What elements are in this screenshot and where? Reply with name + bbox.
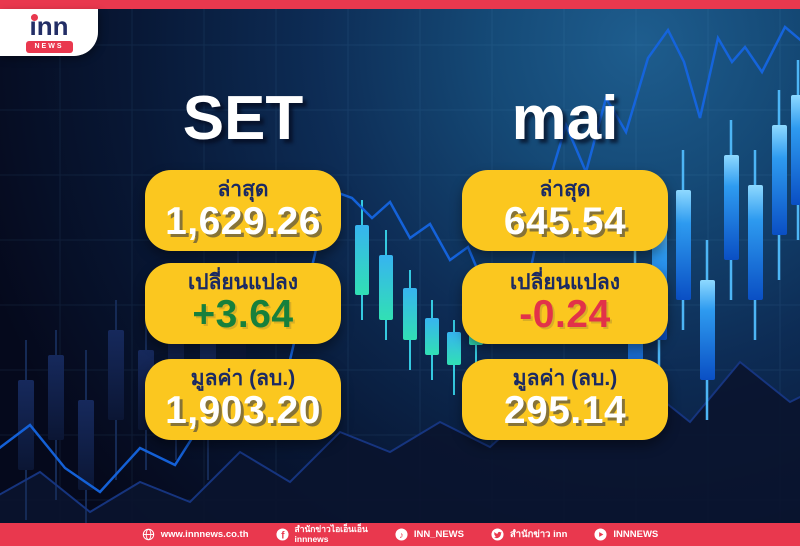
set-latest-value: 1,629.26 xyxy=(165,200,321,244)
mai-column: mai ล่าสุด 645.54 เปลี่ยนแปลง -0.24 มูลค… xyxy=(462,0,668,460)
tiktok-icon: ♪ xyxy=(395,528,408,541)
svg-text:f: f xyxy=(281,530,285,541)
facebook-icon: f xyxy=(275,528,289,541)
set-latest-card: ล่าสุด 1,629.26 xyxy=(145,170,341,251)
set-title: SET xyxy=(182,84,304,153)
mai-title: mai xyxy=(511,84,619,153)
set-latest-label: ล่าสุด xyxy=(217,177,269,201)
footer-facebook-line2: innnews xyxy=(294,533,329,544)
footer-tiktok-label: INN_NEWS xyxy=(413,529,464,540)
logo-text: inn xyxy=(30,13,69,39)
mai-value-label: มูลค่า (ลบ.) xyxy=(512,366,618,390)
footer-youtube-label: INNNEWS xyxy=(613,529,659,540)
mai-latest-value: 645.54 xyxy=(503,200,627,244)
mai-change-value: -0.24 xyxy=(519,293,611,337)
set-change-value: +3.64 xyxy=(192,293,294,337)
globe-icon xyxy=(142,528,154,541)
set-value-value: 1,903.20 xyxy=(165,389,321,433)
footer-website-link[interactable]: www.innnews.co.th xyxy=(142,528,249,541)
set-change-label: เปลี่ยนแปลง xyxy=(187,270,299,294)
footer-facebook-link[interactable]: f สำนักข่าวไอเอ็นเอ็น innnews xyxy=(275,524,368,544)
set-value-label: มูลค่า (ลบ.) xyxy=(190,366,296,390)
logo-red-dot-icon xyxy=(30,13,38,21)
top-accent-bar xyxy=(0,0,800,9)
set-column: SET ล่าสุด 1,629.26 เปลี่ยนแปลง +3.64 มู… xyxy=(145,0,341,460)
teal-candles xyxy=(355,200,483,395)
youtube-icon xyxy=(594,528,607,541)
mai-latest-label: ล่าสุด xyxy=(539,177,591,201)
footer-twitter-label: สำนักข่าว inn xyxy=(509,529,568,540)
mai-change-label: เปลี่ยนแปลง xyxy=(509,270,621,294)
set-change-card: เปลี่ยนแปลง +3.64 xyxy=(145,263,341,344)
footer-tiktok-link[interactable]: ♪ INN_NEWS xyxy=(395,528,464,541)
footer-facebook-label: สำนักข่าวไอเอ็นเอ็น innnews xyxy=(294,524,368,544)
footer-twitter-link[interactable]: สำนักข่าว inn xyxy=(491,527,567,542)
inn-news-logo: inn NEWS xyxy=(0,9,98,56)
mai-value-card: มูลค่า (ลบ.) 295.14 xyxy=(462,359,668,440)
secondary-trend-line xyxy=(0,360,800,514)
mai-change-card: เปลี่ยนแปลง -0.24 xyxy=(462,263,668,344)
footer-website-label: www.innnews.co.th xyxy=(160,529,249,540)
set-value-card: มูลค่า (ลบ.) 1,903.20 xyxy=(145,359,341,440)
footer-facebook-line1: สำนักข่าวไอเอ็นเอ็น xyxy=(294,524,368,535)
logo-news-badge: NEWS xyxy=(25,40,73,53)
footer-bar: www.innnews.co.th f สำนักข่าวไอเอ็นเอ็น … xyxy=(0,523,800,546)
svg-text:♪: ♪ xyxy=(399,530,403,540)
mai-value-value: 295.14 xyxy=(503,389,627,433)
footer-youtube-link[interactable]: INNNEWS xyxy=(594,528,658,541)
mai-latest-card: ล่าสุด 645.54 xyxy=(462,170,668,251)
twitter-icon xyxy=(491,528,504,541)
